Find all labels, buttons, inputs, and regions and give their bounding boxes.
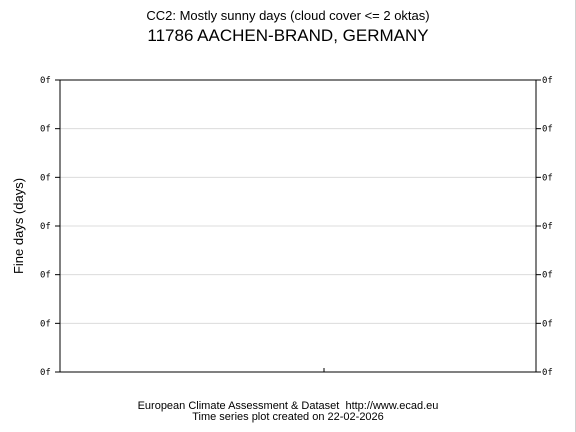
footer-created: Time series plot created on 22-02-2026 [192,411,384,423]
y-tick-label-right: 0f [542,271,553,281]
y-tick-label-right: 0f [542,173,553,183]
chart-subtitle: 11786 AACHEN-BRAND, GERMANY [147,26,429,45]
footer-source: European Climate Assessment & Dataset ht… [137,400,439,412]
y-tick-label-left: 0f [40,173,51,183]
y-axis-label: Fine days (days) [11,178,26,274]
y-tick-label-left: 0f [40,76,51,86]
chart-title: CC2: Mostly sunny days (cloud cover <= 2… [146,8,430,23]
y-tick-label-left: 0f [40,368,51,378]
y-tick-label-left: 0f [40,222,51,232]
y-tick-label-left: 0f [40,271,51,281]
y-tick-label-left: 0f [40,125,51,135]
y-tick-label-right: 0f [542,125,553,135]
gridlines [60,128,536,324]
y-tick-label-left: 0f [40,319,51,329]
y-tick-label-right: 0f [542,368,553,378]
y-tick-label-right: 0f [542,222,553,232]
axis-ticks: 0f 0f 0f 0f 0f 0f 0f 0f 0f 0f 0f 0f 0f 0f [40,76,553,378]
y-tick-label-right: 0f [542,319,553,329]
y-tick-label-right: 0f [542,76,553,86]
